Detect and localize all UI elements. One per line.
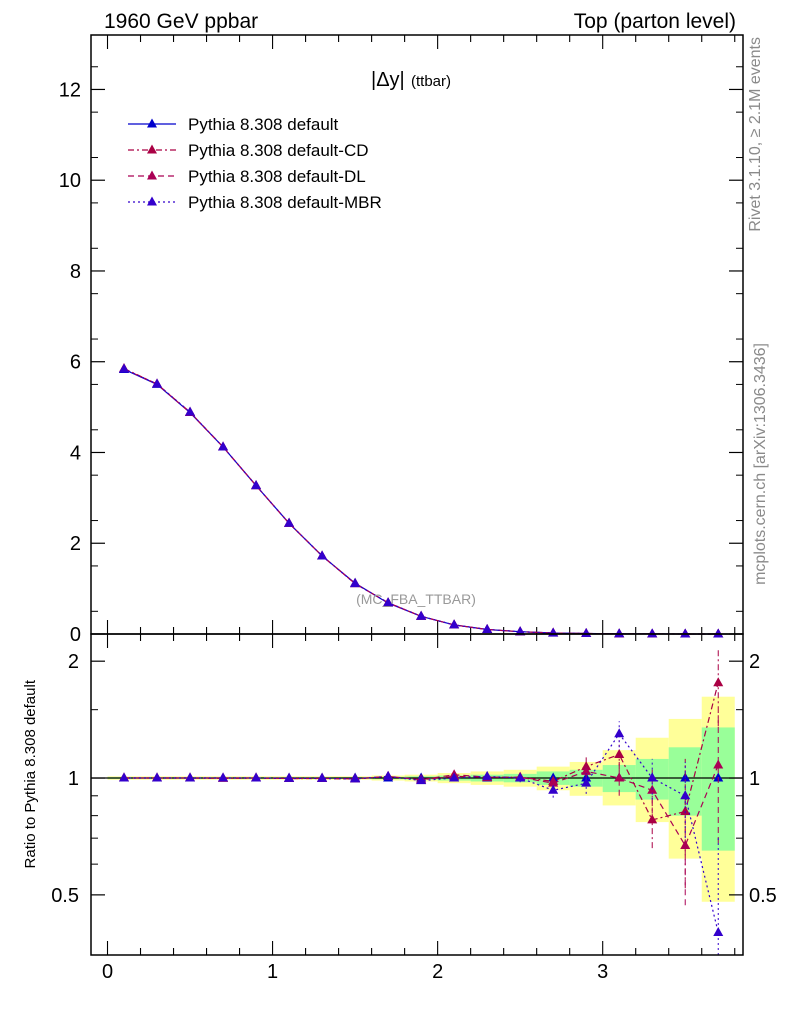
ratio-series-point [416, 775, 427, 785]
main-ytick-label: 12 [59, 79, 81, 101]
main-series-point [449, 619, 460, 629]
ratio-series-point [449, 772, 460, 782]
main-ytick-label: 2 [70, 533, 81, 555]
legend-marker [147, 118, 157, 128]
legend-marker [147, 144, 157, 154]
ratio-ytick-label: 0.5 [51, 885, 79, 907]
ratio-series-point [713, 926, 724, 936]
main-series-point [647, 628, 658, 638]
plot-title: |Δy| (ttbar) [371, 69, 451, 91]
main-plot-layer: 0 2 4 6 8 10 12 [59, 35, 743, 646]
main-series-point [317, 550, 328, 560]
header-right: Top (parton level) [574, 10, 736, 33]
ratio-series-point [383, 770, 394, 780]
legend-label: Pythia 8.308 default-DL [188, 167, 366, 186]
ratio-xtick-label: 3 [597, 961, 608, 983]
ratio-series-point [119, 772, 130, 782]
ratio-series-point [218, 772, 229, 782]
main-ytick-label: 8 [70, 261, 81, 283]
ratio-ytick-label: 1 [68, 768, 79, 790]
main-series-point [548, 627, 559, 637]
ratio-series-point [647, 772, 658, 782]
ratio-series-point [614, 748, 625, 758]
main-series-point [350, 578, 361, 588]
ratio-xtick-label: 0 [102, 961, 113, 983]
main-series-point [284, 517, 295, 527]
main-series-point [218, 441, 229, 451]
ratio-xtick-label: 2 [432, 961, 443, 983]
plot-title-main: |Δy| [371, 69, 405, 91]
main-series-point [482, 623, 493, 633]
main-series-point [152, 378, 163, 388]
ratio-series-point [284, 772, 295, 782]
ratio-series-point [713, 759, 724, 769]
ratio-series-point [614, 728, 625, 738]
ratio-series-point [548, 777, 559, 787]
main-series-point [515, 626, 526, 636]
ratio-series-point [713, 677, 724, 687]
ratio-ytick-label-right: 0.5 [749, 885, 777, 907]
ratio-series-point [350, 773, 361, 783]
main-series-point [383, 597, 394, 607]
mcplots-label: mcplots.cern.ch [arXiv:1306.3436] [752, 343, 769, 585]
ratio-series-point [614, 772, 625, 782]
ratio-y-label: Ratio to Pythia 8.308 default [22, 679, 39, 868]
ratio-series-point [185, 772, 196, 782]
ratio-xtick-label: 1 [267, 961, 278, 983]
main-series-point [251, 480, 262, 490]
ratio-plot-layer: 0.5 0.5 1 1 2 2 0 1 2 3 [51, 634, 777, 983]
ratio-ytick-label-right: 1 [749, 768, 760, 790]
analysis-watermark: (MC_FBA_TTBAR) [356, 591, 476, 607]
legend: Pythia 8.308 default Pythia 8.308 default… [128, 115, 382, 212]
main-ytick-label: 10 [59, 170, 81, 192]
ratio-series-point [680, 840, 691, 850]
ratio-plot-frame [90, 633, 744, 956]
main-series-point [713, 628, 724, 638]
main-ytick-label: 6 [70, 352, 81, 374]
main-series-point [581, 628, 592, 638]
ratio-series-point [581, 777, 592, 787]
main-series-point [416, 610, 427, 620]
legend-marker [147, 196, 157, 206]
main-ytick-label: 4 [70, 442, 81, 464]
legend-label: Pythia 8.308 default-MBR [188, 193, 382, 212]
ratio-series-point [251, 772, 262, 782]
main-series-point [119, 363, 130, 373]
ratio-ytick-label-right: 2 [749, 651, 760, 673]
header-left: 1960 GeV ppbar [104, 10, 258, 33]
legend-label: Pythia 8.308 default [188, 115, 339, 134]
main-ytick-label: 0 [70, 624, 81, 646]
legend-label: Pythia 8.308 default-CD [188, 141, 369, 160]
ratio-series-point [680, 790, 691, 800]
ratio-series-point [581, 765, 592, 775]
ratio-ytick-label: 2 [68, 651, 79, 673]
plot-title-sub: (ttbar) [411, 73, 451, 90]
ratio-series-point [152, 772, 163, 782]
main-series-point [680, 628, 691, 638]
ratio-series-point [647, 814, 658, 824]
ratio-series-point [482, 770, 493, 780]
legend-marker [147, 170, 157, 180]
rivet-label: Rivet 3.1.10, ≥ 2.1M events [747, 37, 764, 232]
ratio-series-point [548, 784, 559, 794]
ratio-reference-point [713, 772, 724, 782]
ratio-series-point [515, 772, 526, 782]
main-series-point [185, 406, 196, 416]
main-series-point [614, 628, 625, 638]
ratio-series-point [317, 772, 328, 782]
